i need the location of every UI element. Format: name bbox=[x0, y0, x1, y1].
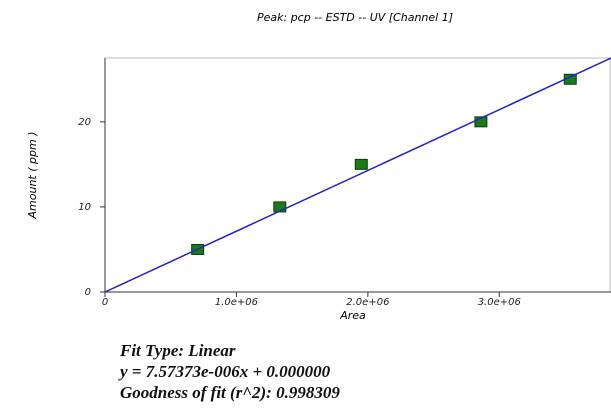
chart-title: Peak: pcp -- ESTD -- UV [Channel 1] bbox=[257, 11, 453, 24]
x-tick-label: 3.0e+06 bbox=[478, 297, 521, 308]
data-point bbox=[354, 158, 368, 170]
y-tick-label: 0 bbox=[85, 287, 91, 298]
y-tick-label: 10 bbox=[78, 202, 91, 213]
x-tick-label: 0 bbox=[102, 297, 108, 308]
x-tick-label: 2.0e+06 bbox=[346, 297, 389, 308]
data-point bbox=[474, 116, 488, 128]
fit-note: y = 7.57373e-006x + 0.000000 bbox=[118, 362, 331, 381]
y-tick-label: 20 bbox=[78, 117, 91, 128]
fit-note: Goodness of fit (r^2): 0.998309 bbox=[120, 383, 340, 402]
y-axis-label: Amount ( ppm ) bbox=[26, 132, 39, 220]
fit-note: Fit Type: Linear bbox=[119, 341, 236, 360]
fit-line bbox=[104, 57, 611, 293]
x-axis-label: Area bbox=[339, 309, 366, 322]
x-tick-label: 1.0e+06 bbox=[215, 297, 258, 308]
